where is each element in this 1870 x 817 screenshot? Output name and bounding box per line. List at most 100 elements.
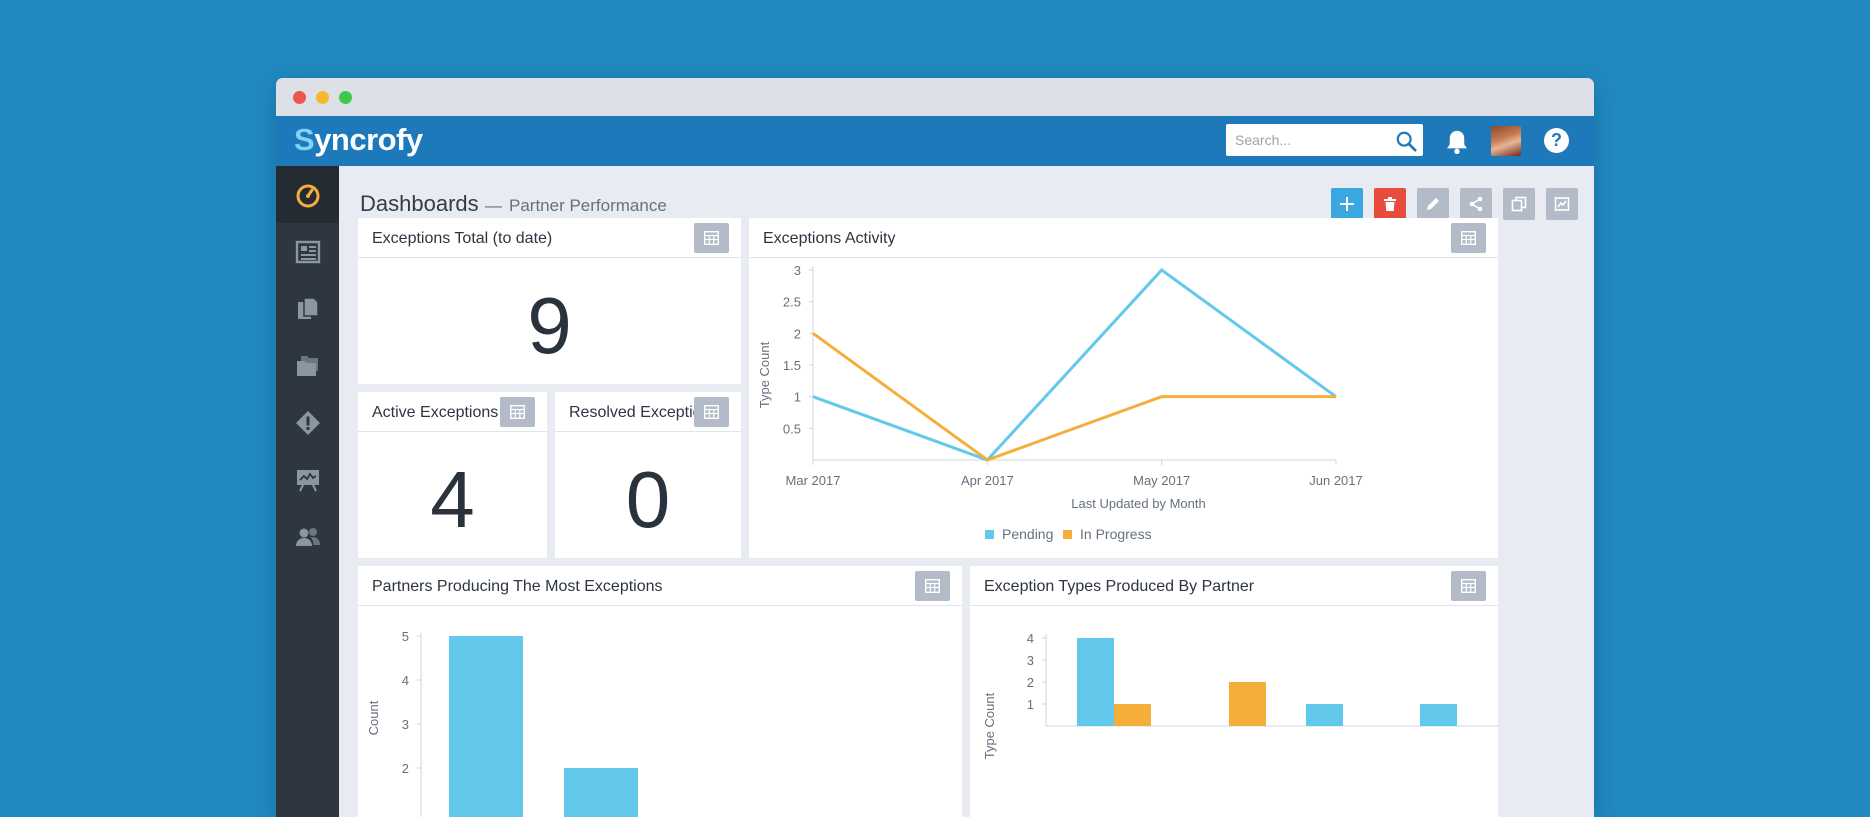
- x-axis-label: Last Updated by Month: [1071, 496, 1205, 511]
- resolved-exceptions-panel: Resolved Exceptions 0: [555, 392, 741, 558]
- sidebar-item-documents[interactable]: [276, 280, 339, 337]
- y-tick-label: 5: [402, 629, 409, 644]
- x-tick-label: May 2017: [1133, 473, 1190, 488]
- sidebar-item-users[interactable]: [276, 508, 339, 565]
- copy-icon: [1511, 196, 1527, 212]
- y-tick-label: 3: [402, 717, 409, 732]
- active-exceptions-value: 4: [430, 455, 475, 544]
- syncrofy-logo[interactable]: Syncrofy: [294, 122, 423, 157]
- dashboard-icon: [296, 184, 319, 207]
- add-icon: [1340, 197, 1354, 211]
- exception-types-by-partner-panel: Exception Types Produced By Partner 1 2 3 4…: [970, 566, 1498, 817]
- panel-title: Partners Producing The Most Exceptions: [372, 578, 663, 595]
- search-input[interactable]: [1226, 124, 1386, 156]
- minimize-window-button[interactable]: [316, 91, 329, 104]
- notification-bell-icon[interactable]: [1443, 128, 1471, 156]
- help-icon[interactable]: ?: [1544, 128, 1569, 153]
- sidebar-item-list-view[interactable]: [276, 223, 339, 280]
- list-view-icon: [295, 240, 320, 263]
- y-tick-label: 2: [402, 761, 409, 776]
- search-box: [1226, 124, 1423, 156]
- exceptions-total-value: 9: [527, 281, 572, 370]
- close-window-button[interactable]: [293, 91, 306, 104]
- y-tick-label: 2.5: [783, 295, 801, 310]
- y-axis-label: Type Count: [757, 341, 772, 408]
- app-window: Syncrofy ? Dashboards: [276, 78, 1594, 817]
- app-header: Syncrofy ?: [276, 116, 1594, 166]
- y-tick-label: 1: [1027, 697, 1034, 712]
- users-icon: [295, 527, 320, 546]
- series-line-pending: [812, 268, 1337, 462]
- presentation-chart-icon: [296, 469, 319, 491]
- active-exceptions-panel: Active Exceptions 4: [358, 392, 547, 558]
- legend-label: In Progress: [1080, 526, 1152, 542]
- bar: [1114, 704, 1151, 726]
- edit-dashboard-button[interactable]: [1417, 188, 1449, 220]
- partners-most-exceptions-panel: Partners Producing The Most Exceptions 2…: [358, 566, 962, 817]
- y-tick-label: 3: [1027, 653, 1034, 668]
- legend-swatch: [1063, 530, 1072, 539]
- dashboard-toolbar: [1331, 188, 1578, 220]
- documents-icon: [297, 296, 319, 319]
- window-titlebar: [276, 78, 1594, 116]
- exception-alert-icon: [295, 410, 320, 435]
- table-icon: [1461, 579, 1476, 593]
- table-view-button[interactable]: [500, 397, 535, 427]
- y-tick-label: 2: [1027, 675, 1034, 690]
- y-tick-label: 3: [794, 263, 801, 278]
- table-icon: [1461, 231, 1476, 245]
- search-icon[interactable]: [1395, 130, 1417, 152]
- edit-icon: [1427, 198, 1439, 210]
- table-icon: [704, 231, 719, 245]
- bar: [1077, 638, 1114, 726]
- y-tick-label: 0.5: [783, 421, 801, 436]
- table-view-button[interactable]: [915, 571, 950, 601]
- x-tick-label: Mar 2017: [786, 473, 841, 488]
- y-axis-label: Count: [366, 700, 381, 735]
- table-view-button[interactable]: [1451, 571, 1486, 601]
- delete-icon: [1384, 197, 1396, 211]
- copy-dashboard-button[interactable]: [1503, 188, 1535, 220]
- main-content: Dashboards — Partner Performance: [339, 166, 1594, 817]
- exception-types-by-partner-chart: 1 2 3 4 Type Count: [982, 631, 1498, 759]
- partners-most-exceptions-chart: 2 3 4 5 Count: [366, 629, 638, 817]
- x-tick-label: Apr 2017: [961, 473, 1014, 488]
- exceptions-activity-panel: Exceptions Activity 0.5 1 1.5 2 2.5 3 Mar 2017…: [749, 218, 1498, 558]
- user-avatar[interactable]: [1491, 126, 1521, 156]
- folders-icon: [296, 355, 318, 376]
- chart-icon: [1554, 197, 1570, 211]
- page-title: Dashboards: [360, 191, 479, 216]
- y-tick-label: 4: [402, 673, 409, 688]
- panel-title: Resolved Exceptions: [569, 404, 719, 421]
- share-icon: [1469, 196, 1483, 212]
- legend-label: Pending: [1002, 526, 1053, 542]
- delete-dashboard-button[interactable]: [1374, 188, 1406, 220]
- sidebar-item-dashboard[interactable]: [276, 166, 339, 223]
- y-tick-label: 4: [1027, 631, 1034, 646]
- maximize-window-button[interactable]: [339, 91, 352, 104]
- panel-title: Exceptions Total (to date): [372, 230, 553, 247]
- sidebar: [276, 166, 339, 817]
- exceptions-activity-chart: 0.5 1 1.5 2 2.5 3 Mar 2017 Apr 2017 May 2017 Jun …: [757, 263, 1363, 542]
- table-view-button[interactable]: [1451, 223, 1486, 253]
- table-icon: [510, 405, 525, 419]
- table-view-button[interactable]: [694, 397, 729, 427]
- sidebar-item-reports[interactable]: [276, 451, 339, 508]
- table-icon: [925, 579, 940, 593]
- bar: [564, 768, 638, 817]
- legend-swatch: [985, 530, 994, 539]
- y-tick-label: 2: [794, 326, 801, 341]
- add-widget-button[interactable]: [1331, 188, 1363, 220]
- y-tick-label: 1.5: [783, 358, 801, 373]
- exceptions-total-panel: Exceptions Total (to date) 9: [358, 218, 741, 384]
- series-line-in-progress: [812, 332, 1336, 462]
- table-view-button[interactable]: [694, 223, 729, 253]
- share-dashboard-button[interactable]: [1460, 188, 1492, 220]
- sidebar-item-exceptions[interactable]: [276, 394, 339, 451]
- sidebar-item-folders[interactable]: [276, 337, 339, 394]
- bar: [1229, 682, 1266, 726]
- resolved-exceptions-value: 0: [625, 455, 671, 544]
- bar: [449, 636, 523, 817]
- page-subtitle: — Partner Performance: [485, 196, 667, 215]
- chart-view-button[interactable]: [1546, 188, 1578, 220]
